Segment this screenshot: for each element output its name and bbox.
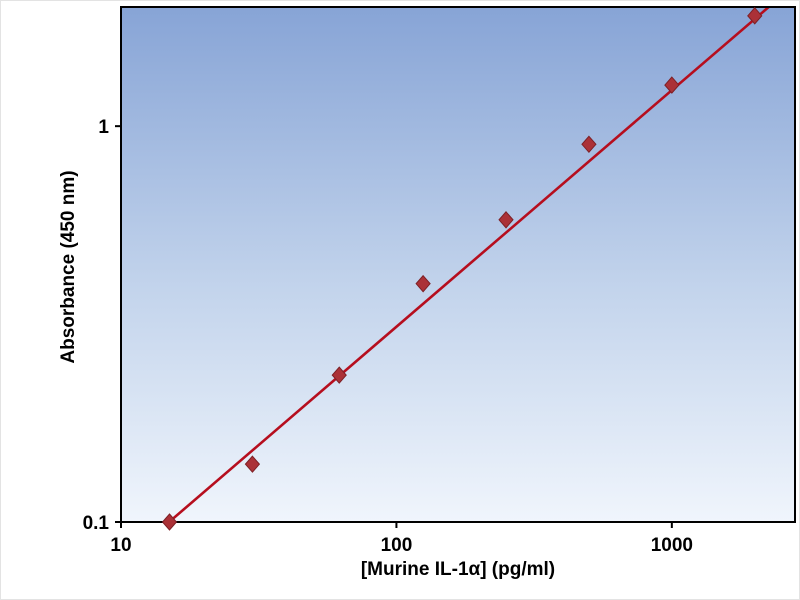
y-tick-label: 0.1 [83,513,110,534]
data-point [664,76,680,94]
y-tick-label: 1 [98,117,109,138]
x-tick-label: 1000 [651,535,693,556]
data-point [244,455,261,473]
data-point [498,211,514,229]
y-axis-label: Absorbance (450 nm) [58,170,79,364]
x-tick-label: 10 [110,535,131,556]
plot-border [120,6,796,523]
data-point [747,7,763,25]
data-point [581,135,597,154]
data-point [161,513,178,531]
data-point [331,366,347,384]
x-tick-label: 100 [381,535,413,556]
data-point [415,274,431,293]
plot-layer: 10 100 1000 0.1 1 [83,6,796,556]
plot-background [121,7,795,522]
x-axis-label: [Murine IL-1α] (pg/ml) [360,559,556,580]
